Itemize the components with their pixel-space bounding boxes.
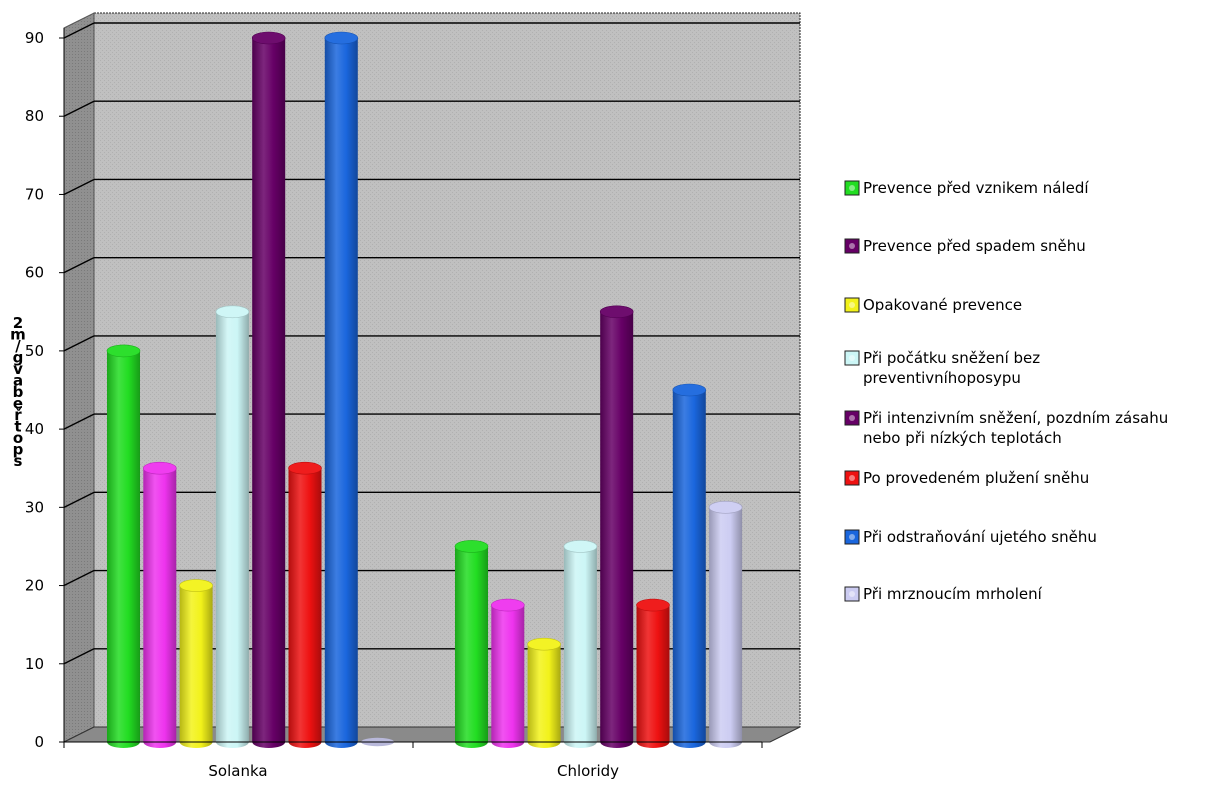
x-axis: Solanka Chloridy <box>63 741 763 780</box>
y-axis: 0 10 20 30 40 50 60 70 80 90 <box>25 28 65 751</box>
bar-body <box>179 585 213 748</box>
bar <box>454 540 489 748</box>
y-tick-label: 40 <box>25 420 44 438</box>
gridline-side <box>63 178 95 196</box>
y-tick-label: 90 <box>25 29 44 47</box>
side-wall <box>63 12 95 743</box>
bar <box>563 540 598 748</box>
y-axis-label: 2 m / g v a b e ř t o p s <box>10 314 26 470</box>
legend-item: Při intenzivním sněžení, pozdním zásahu n… <box>844 409 1168 447</box>
bar <box>672 383 707 748</box>
bar-body <box>672 390 706 748</box>
legend-label: Při počátku sněžení bez preventivníhoposy… <box>863 349 1040 387</box>
bar-cap <box>179 579 213 592</box>
y-tick-label: 10 <box>25 655 44 673</box>
bar-body <box>288 468 322 748</box>
legend-swatch-highlight <box>849 355 855 361</box>
bar-cap <box>563 540 598 553</box>
legend-label: Opakované prevence <box>863 296 1022 314</box>
bar <box>599 305 634 748</box>
bar-body <box>324 38 358 748</box>
bar-cap <box>288 461 322 475</box>
bar-cap <box>672 383 707 397</box>
bar <box>179 579 213 748</box>
gridline-side <box>63 569 95 587</box>
gridline-side <box>63 22 95 39</box>
bar-body <box>107 350 140 748</box>
legend-item: Při odstraňování ujetého sněhu <box>844 528 1097 546</box>
legend-item: Opakované prevence <box>844 296 1022 314</box>
bar-cap <box>324 31 359 45</box>
legend-label: Prevence před vznikem náledí <box>863 179 1089 197</box>
gridline-side <box>63 413 95 430</box>
bar <box>251 31 286 748</box>
bar-body <box>455 546 488 748</box>
bar-cap <box>527 637 561 651</box>
bar-body <box>709 507 743 748</box>
bar <box>143 461 177 748</box>
bar-body <box>252 38 286 748</box>
legend: Prevence před vznikem náledí Prevence pře… <box>844 179 1168 603</box>
legend-swatch-highlight <box>849 302 855 308</box>
legend-item: Prevence před vznikem náledí <box>844 179 1089 197</box>
bar <box>636 598 670 748</box>
legend-item: Prevence před spadem sněhu <box>844 237 1086 255</box>
y-axis-title: 2 m / g v a b e ř t o p s <box>10 314 26 470</box>
bar-body <box>600 311 634 748</box>
bar <box>215 305 250 748</box>
y-tick-label: 70 <box>25 185 44 203</box>
bar <box>708 501 743 748</box>
legend-swatch-highlight <box>849 475 855 481</box>
gridline-side <box>63 335 95 352</box>
y-tick-label: 20 <box>25 577 44 595</box>
bar-cap <box>251 31 286 45</box>
bar <box>527 637 561 748</box>
bar-cap <box>636 598 670 612</box>
bar <box>324 31 359 748</box>
legend-item: Po provedeném plužení sněhu <box>844 469 1089 487</box>
bar-cap <box>599 305 634 319</box>
gridline-side <box>63 100 95 117</box>
legend-label: Při odstraňování ujetého sněhu <box>863 528 1097 546</box>
legend-swatch-highlight <box>849 591 855 597</box>
bar-body <box>143 468 177 748</box>
y-tick-label: 80 <box>25 107 44 125</box>
legend-swatch-highlight <box>849 415 855 421</box>
legend-label: Při mrznoucím mrholení <box>863 585 1043 603</box>
bar-cap <box>143 461 177 475</box>
y-tick-label: 30 <box>25 498 44 516</box>
legend-swatch-highlight <box>849 534 855 540</box>
bar-body <box>563 546 597 748</box>
legend-label: Při intenzivním sněžení, pozdním zásahu n… <box>863 409 1168 447</box>
bar-body <box>527 644 561 748</box>
gridline-side <box>63 648 95 665</box>
gridline-side <box>63 257 95 274</box>
bar-cap <box>490 598 525 612</box>
bar-cap <box>454 540 489 553</box>
bar-cap <box>708 501 743 514</box>
legend-swatch-highlight <box>849 185 855 191</box>
bar-body <box>215 311 249 748</box>
legend-label: Po provedeném plužení sněhu <box>863 469 1089 487</box>
category-label: Chloridy <box>557 762 619 780</box>
bar-body <box>636 605 670 748</box>
legend-swatch-highlight <box>849 243 855 249</box>
bar <box>288 461 322 748</box>
bars-group <box>106 31 743 748</box>
bar <box>106 344 141 748</box>
y-tick-label: 60 <box>25 264 44 282</box>
gridline-side <box>63 491 95 508</box>
bar-cap <box>106 344 141 358</box>
legend-item: Při počátku sněžení bez preventivníhoposy… <box>844 349 1040 387</box>
bar-body <box>491 605 525 748</box>
bar <box>490 598 525 748</box>
legend-item: Při mrznoucím mrholení <box>844 585 1043 603</box>
y-tick-label: 50 <box>25 342 44 360</box>
category-label: Solanka <box>208 762 267 780</box>
legend-label: Prevence před spadem sněhu <box>863 237 1086 255</box>
y-tick-label: 0 <box>34 733 44 751</box>
bar-cap <box>215 305 250 319</box>
